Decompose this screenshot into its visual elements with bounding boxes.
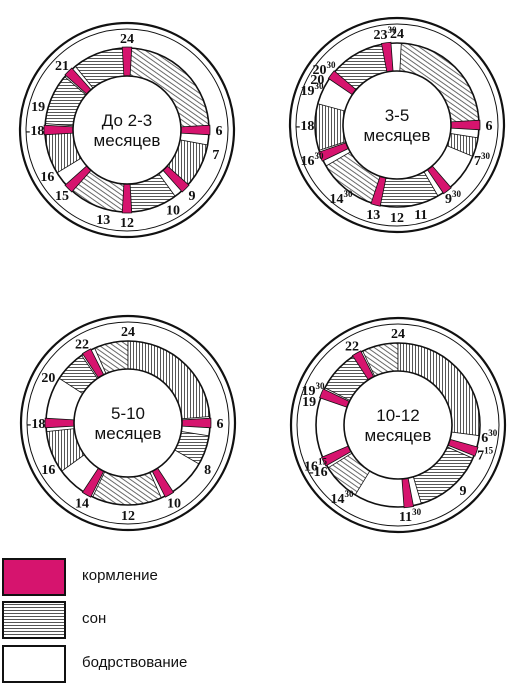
- hour-label: 13: [366, 208, 380, 223]
- clock-title: 10-12: [376, 406, 419, 425]
- feeding-marker: [121, 46, 133, 77]
- hour-label: 20: [41, 371, 55, 386]
- legend-awake: бодрствование: [0, 643, 300, 687]
- hour-label: 22: [345, 339, 359, 354]
- hour-label: -18: [296, 119, 315, 134]
- legend-swatch-sleep: [2, 601, 66, 639]
- hour-label: 24: [390, 27, 404, 42]
- hour-label: 12: [121, 509, 135, 524]
- clock-title: До 2-3: [102, 111, 152, 130]
- hour-label: 6: [486, 119, 493, 134]
- hour-label: 16: [41, 463, 55, 478]
- clock-4: 10-12месяцев22241930191615-1614301130971…: [289, 316, 507, 534]
- hour-label: 8: [204, 463, 211, 478]
- clock-inner-rim: [295, 23, 499, 227]
- feeding-marker: [180, 124, 211, 136]
- hour-label: 24: [120, 32, 134, 47]
- hour-label: 14: [75, 497, 89, 512]
- hour-label: 12: [120, 216, 134, 231]
- legend-sleep: сон: [0, 599, 300, 643]
- clock-inner-rim: [296, 323, 500, 527]
- clock-title: 3-5: [385, 106, 410, 125]
- clock-title: месяцев: [364, 126, 431, 145]
- hour-label: 15: [55, 189, 69, 204]
- hour-label: 10: [167, 497, 181, 512]
- clock-title: месяцев: [365, 426, 432, 445]
- clock-center: [73, 368, 183, 478]
- clock-center: [342, 70, 452, 180]
- hour-label: 21: [55, 59, 69, 74]
- clock-inner-rim: [26, 321, 230, 525]
- hour-label: 12: [390, 211, 404, 226]
- feeding-marker: [43, 124, 74, 136]
- clock-center: [72, 75, 182, 185]
- hour-label: 19: [302, 395, 316, 410]
- hour-label: 13: [96, 213, 110, 228]
- hour-label: 24: [121, 325, 135, 340]
- clock-center: [343, 370, 453, 480]
- feeding-marker: [121, 183, 133, 214]
- hour-label: 11: [414, 208, 427, 223]
- hour-label: 9: [189, 189, 196, 204]
- feeding-marker: [450, 119, 481, 131]
- sleep-sector: [314, 103, 347, 151]
- hour-label: -18: [27, 417, 46, 432]
- hour-label: 9: [460, 484, 467, 499]
- hour-label: 7: [212, 148, 219, 163]
- clock-inner-rim: [25, 28, 229, 232]
- clock-title: месяцев: [94, 131, 161, 150]
- feeding-marker: [44, 417, 75, 429]
- legend-swatch-awake: [2, 645, 66, 683]
- hour-label: 22: [75, 337, 89, 352]
- hour-label: 10: [166, 204, 180, 219]
- clock-title: месяцев: [95, 424, 162, 443]
- legend-feeding: кормление: [0, 556, 300, 600]
- legend-swatch-feeding: [2, 558, 66, 596]
- hour-label: 24: [391, 327, 405, 342]
- hour-label: 6: [217, 417, 224, 432]
- hour-label: 16: [40, 170, 54, 185]
- legend-label-awake: бодрствование: [82, 654, 188, 671]
- legend-label-feeding: кормление: [82, 567, 158, 584]
- sleep-ring-outline: [315, 342, 481, 508]
- hour-label: 19: [31, 100, 45, 115]
- feeding-marker: [181, 417, 212, 429]
- legend-label-sleep: сон: [82, 610, 107, 627]
- hour-label: -16: [309, 465, 328, 480]
- hour-label: -18: [26, 124, 45, 139]
- hour-label: 6: [216, 124, 223, 139]
- hour-label: 20: [310, 73, 324, 88]
- clock-title: 5-10: [111, 404, 145, 423]
